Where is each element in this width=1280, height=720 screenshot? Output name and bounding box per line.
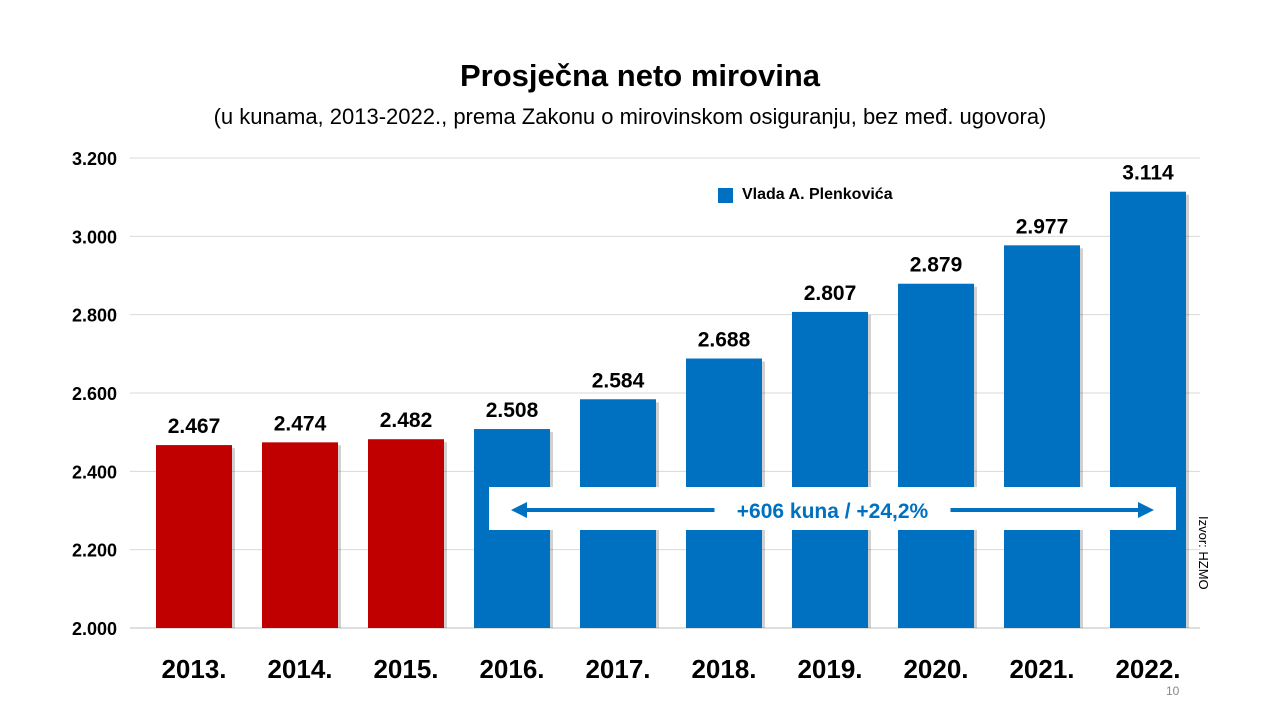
x-tick-label: 2020. xyxy=(903,654,968,684)
x-tick-label: 2016. xyxy=(479,654,544,684)
x-tick-label: 2018. xyxy=(691,654,756,684)
value-label: 2.508 xyxy=(486,399,539,422)
annotation-label-bg xyxy=(714,494,951,526)
x-tick-label: 2022. xyxy=(1115,654,1180,684)
value-label: 2.467 xyxy=(168,415,221,438)
x-tick-label: 2017. xyxy=(585,654,650,684)
x-tick-label: 2019. xyxy=(797,654,862,684)
value-label: 2.879 xyxy=(910,254,963,277)
annotation-label: +606 kuna / +24,2% xyxy=(737,500,929,523)
chart-title: Prosječna neto mirovina xyxy=(459,58,821,93)
value-label: 2.688 xyxy=(698,329,751,352)
y-tick-label: 2.800 xyxy=(72,306,117,326)
chart-subtitle: (u kunama, 2013-2022., prema Zakonu o mi… xyxy=(213,104,1047,129)
value-label: 3.114 xyxy=(1122,162,1174,185)
x-tick-label: 2015. xyxy=(373,654,438,684)
bar xyxy=(1110,191,1186,628)
legend-label: Vlada A. Plenkovića xyxy=(742,186,893,203)
annotation-arrowhead-left xyxy=(511,502,527,518)
bar xyxy=(792,311,868,628)
y-tick-label: 2.200 xyxy=(72,541,117,561)
value-label: 2.584 xyxy=(592,369,645,392)
y-tick-label: 2.000 xyxy=(72,619,117,639)
y-tick-label: 3.000 xyxy=(72,227,117,247)
bar xyxy=(368,439,444,628)
source-note: Izvor: HZMO xyxy=(1196,516,1211,590)
legend: Vlada A. Plenkovića xyxy=(718,186,893,204)
y-tick-label: 3.200 xyxy=(72,149,117,169)
bar xyxy=(1004,245,1080,628)
value-label: 2.977 xyxy=(1016,215,1069,238)
x-tick-label: 2021. xyxy=(1009,654,1074,684)
bar xyxy=(262,442,338,628)
annotation-arrowhead-right xyxy=(1138,502,1154,518)
value-label: 2.807 xyxy=(804,282,857,305)
x-tick-label: 2013. xyxy=(161,654,226,684)
value-label: 2.482 xyxy=(380,409,433,432)
legend-swatch-blue xyxy=(718,187,733,203)
bar xyxy=(156,445,232,628)
y-tick-label: 2.600 xyxy=(72,384,117,404)
y-tick-label: 2.400 xyxy=(72,462,117,482)
bar xyxy=(898,283,974,628)
value-label: 2.474 xyxy=(274,412,327,435)
page-number: 10 xyxy=(1166,684,1180,698)
x-tick-label: 2014. xyxy=(267,654,332,684)
